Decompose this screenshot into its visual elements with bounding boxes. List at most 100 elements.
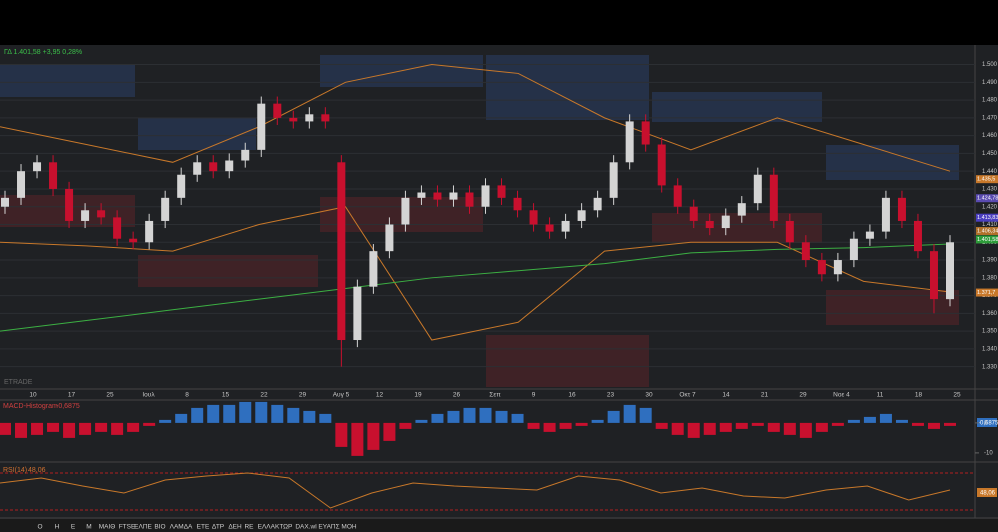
candle-body: [817, 260, 826, 275]
toolbar-item[interactable]: ΜΟΗ: [341, 524, 356, 531]
indicator-line: [0, 243, 951, 332]
macd-bar: [767, 422, 780, 432]
macd-bar: [351, 422, 364, 456]
candle-body: [257, 103, 266, 150]
macd-bar: [175, 413, 188, 423]
candle-body: [33, 162, 42, 172]
macd-axis-value: -0,6875: [978, 421, 998, 427]
macd-bar: [303, 410, 316, 423]
candle-body: [689, 206, 698, 221]
candle-body: [946, 242, 954, 300]
macd-bar: [847, 419, 860, 423]
candle-body: [225, 160, 234, 172]
candle-body: [1, 197, 9, 207]
toolbar-item[interactable]: FTSE: [119, 524, 136, 531]
candle-body: [17, 171, 26, 198]
toolbar-item[interactable]: ΒΙΟ: [154, 524, 165, 531]
price-tag: [976, 194, 998, 203]
toolbar-item[interactable]: RE: [244, 524, 254, 531]
y-tick-label: 1.490: [982, 80, 998, 86]
toolbar-item[interactable]: Ε: [71, 524, 76, 531]
candle-body: [241, 149, 250, 161]
zone: [0, 65, 135, 97]
candle-body: [337, 162, 346, 341]
candle-body: [577, 210, 586, 221]
macd-value-tag: [977, 418, 997, 427]
toolbar-item[interactable]: ΔΤΡ: [212, 524, 224, 531]
macd-bar: [799, 422, 812, 438]
x-tick-label: 18: [915, 392, 923, 399]
candle-body: [641, 121, 650, 145]
x-tick-label: 17: [68, 392, 76, 399]
quote: ΓΔ 1.401,58 +3,95 0,28%: [4, 49, 82, 56]
y-tick-label: 1.410: [982, 222, 998, 228]
price-tag: [976, 288, 998, 297]
toolbar-item[interactable]: ΛΑΜΔΑ: [170, 524, 193, 531]
zone: [486, 335, 649, 387]
candle-body: [305, 114, 314, 122]
macd-bar: [671, 422, 684, 435]
toolbar-item[interactable]: ΕΥΑΠΣ: [318, 524, 339, 531]
x-tick-label: 9: [532, 392, 536, 399]
candle-body: [833, 260, 842, 275]
candle-body: [737, 203, 746, 216]
y-tick-label: 1.500: [982, 62, 998, 68]
price-tag: [976, 235, 998, 244]
price-tag-label: 1.371,7: [977, 290, 995, 296]
macd-value: -0,6875: [56, 403, 80, 410]
x-tick-label: 25: [106, 392, 114, 399]
macd-bar: [335, 422, 348, 447]
macd-bar: [543, 422, 556, 432]
candle-body: [161, 197, 170, 221]
macd-bar: [271, 404, 284, 423]
candle-body: [449, 192, 458, 200]
candle-body: [177, 174, 186, 198]
macd-bar: [655, 422, 668, 429]
macd-bar: [703, 422, 716, 435]
candle-body: [353, 286, 362, 341]
toolbar: [0, 519, 998, 532]
toolbar-item[interactable]: ΜΑΙΘ: [99, 524, 116, 531]
toolbar-item[interactable]: Μ: [86, 524, 91, 531]
candle-body: [193, 162, 202, 175]
macd-bar: [527, 422, 540, 429]
x-tick-label: Οκτ 7: [679, 392, 696, 399]
macd-bar: [447, 410, 460, 423]
candle-body: [49, 162, 58, 189]
macd-bar: [399, 422, 412, 429]
price-tag: [976, 175, 998, 184]
toolbar-item[interactable]: ΕΤΕ: [197, 524, 210, 531]
y-tick-label: 1.480: [982, 98, 998, 104]
candle-body: [865, 231, 874, 239]
macd-bar: [895, 419, 908, 423]
candle-body: [897, 197, 906, 221]
toolbar-item[interactable]: ΕΛΠΕ: [134, 524, 152, 531]
rsi-axis-value: 48,06: [980, 491, 996, 497]
price-tag: [976, 213, 998, 222]
toolbar-item[interactable]: Η: [55, 524, 60, 531]
macd-bar: [431, 413, 444, 423]
x-tick-label: Νοε 4: [833, 392, 850, 399]
x-tick-label: 10: [29, 392, 37, 399]
candle-body: [481, 185, 490, 207]
toolbar-item[interactable]: ΕΛΛΑΚΤΩΡ: [258, 524, 293, 531]
x-tick-label: 29: [799, 392, 807, 399]
macd-bar: [623, 404, 636, 423]
x-tick-label: 23: [607, 392, 615, 399]
candle-body: [289, 117, 298, 122]
y-tick-label: 1.460: [982, 133, 998, 139]
macd-bar: [367, 422, 380, 450]
macd-bar: [815, 422, 828, 432]
toolbar-item[interactable]: Ο: [37, 524, 42, 531]
candle-body: [929, 251, 938, 300]
macd-bar: [415, 419, 428, 423]
x-tick-label: 25: [953, 392, 961, 399]
toolbar-item[interactable]: DAX.wl: [295, 524, 317, 531]
candle-body: [881, 197, 890, 232]
x-tick-label: 8: [185, 392, 189, 399]
candle-body: [801, 242, 810, 261]
zone: [826, 145, 959, 180]
toolbar-item[interactable]: ΔΕΗ: [228, 524, 242, 531]
y-tick-label: 1.340: [982, 346, 998, 352]
macd-bar: [783, 422, 796, 435]
